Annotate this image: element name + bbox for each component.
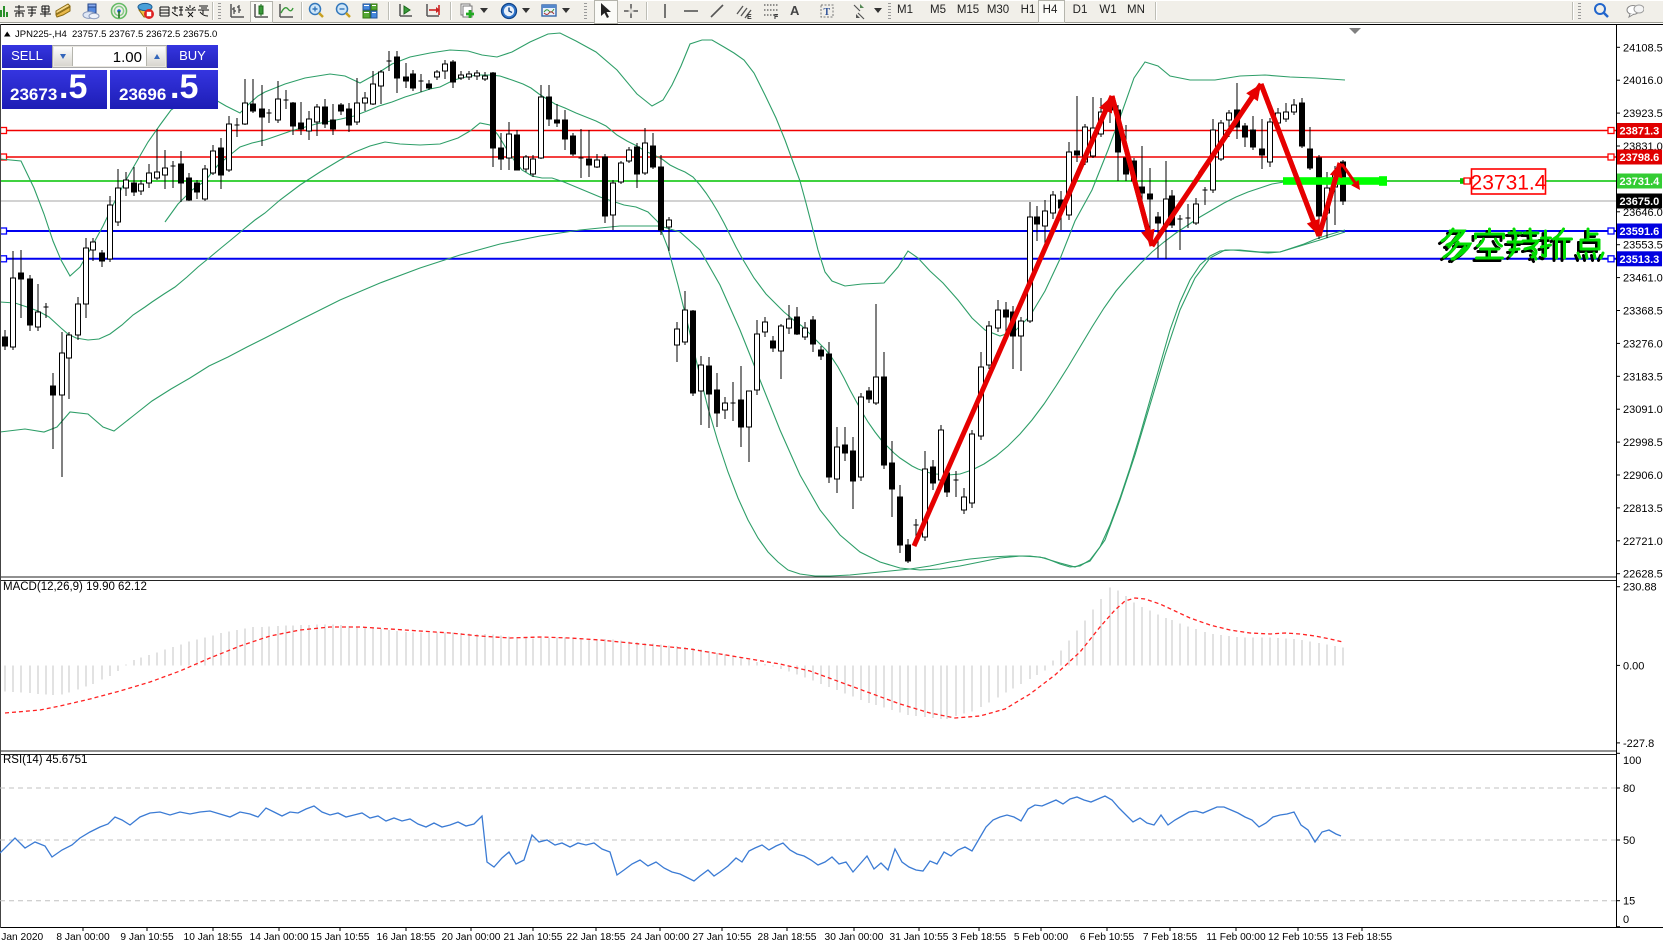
svg-text:23513.3: 23513.3 <box>1620 254 1660 266</box>
svg-text:22721.0: 22721.0 <box>1623 536 1663 548</box>
svg-text:30 Jan 00:00: 30 Jan 00:00 <box>825 932 884 943</box>
svg-text:100: 100 <box>1623 755 1641 767</box>
svg-text:27 Jan 10:55: 27 Jan 10:55 <box>693 932 752 943</box>
svg-text:0.00: 0.00 <box>1623 660 1644 672</box>
svg-text:24108.5: 24108.5 <box>1623 42 1663 54</box>
svg-text:28 Jan 18:55: 28 Jan 18:55 <box>758 932 817 943</box>
svg-text:8 Jan 00:00: 8 Jan 00:00 <box>56 932 110 943</box>
svg-text:9 Jan 10:55: 9 Jan 10:55 <box>120 932 174 943</box>
svg-text:23731.4: 23731.4 <box>1620 176 1661 188</box>
svg-text:JPN225-,H4 23757.5 23767.5 23: JPN225-,H4 23757.5 23767.5 23672.5 23675… <box>15 29 217 40</box>
svg-text:0: 0 <box>1623 914 1629 926</box>
svg-text:20 Jan 00:00: 20 Jan 00:00 <box>442 932 501 943</box>
svg-text:23368.5: 23368.5 <box>1623 306 1663 318</box>
svg-text:23183.5: 23183.5 <box>1623 371 1663 383</box>
svg-text:23646.0: 23646.0 <box>1623 207 1663 219</box>
svg-text:11 Feb 00:00: 11 Feb 00:00 <box>1206 932 1266 943</box>
svg-text:10 Jan 18:55: 10 Jan 18:55 <box>184 932 243 943</box>
svg-text:12 Feb 10:55: 12 Feb 10:55 <box>1268 932 1328 943</box>
svg-text:23871.3: 23871.3 <box>1620 126 1660 138</box>
svg-text:E: E <box>747 14 752 20</box>
svg-text:31 Jan 10:55: 31 Jan 10:55 <box>890 932 949 943</box>
svg-text:22813.5: 22813.5 <box>1623 503 1663 515</box>
svg-text:T: T <box>824 7 831 18</box>
svg-text:80: 80 <box>1623 783 1635 795</box>
svg-text:22998.5: 22998.5 <box>1623 437 1663 449</box>
svg-text:50: 50 <box>1623 835 1635 847</box>
svg-text:22906.0: 22906.0 <box>1623 470 1663 482</box>
svg-text:22628.5: 22628.5 <box>1623 569 1663 581</box>
svg-text:22 Jan 18:55: 22 Jan 18:55 <box>567 932 626 943</box>
svg-text:23731.4: 23731.4 <box>1471 172 1547 195</box>
svg-text:5 Feb 00:00: 5 Feb 00:00 <box>1014 932 1069 943</box>
svg-text:23675.0: 23675.0 <box>1620 196 1660 208</box>
svg-text:14 Jan 00:00: 14 Jan 00:00 <box>250 932 309 943</box>
svg-text:23091.0: 23091.0 <box>1623 404 1663 416</box>
svg-text:RSI(14) 45.6751: RSI(14) 45.6751 <box>3 754 87 766</box>
svg-text:-227.8: -227.8 <box>1623 738 1654 750</box>
svg-text:15 Jan 10:55: 15 Jan 10:55 <box>311 932 370 943</box>
svg-text:6 Jan 2020: 6 Jan 2020 <box>0 932 44 943</box>
svg-text:21 Jan 10:55: 21 Jan 10:55 <box>504 932 563 943</box>
svg-text:F: F <box>774 14 779 20</box>
svg-text:MACD(12,26,9) 19.90 62.12: MACD(12,26,9) 19.90 62.12 <box>3 581 147 593</box>
svg-text:3 Feb 18:55: 3 Feb 18:55 <box>952 932 1007 943</box>
svg-text:23553.5: 23553.5 <box>1623 240 1663 252</box>
svg-text:7 Feb 18:55: 7 Feb 18:55 <box>1143 932 1198 943</box>
svg-text:23276.0: 23276.0 <box>1623 338 1663 350</box>
svg-text:230.88: 230.88 <box>1623 582 1657 594</box>
svg-text:16 Jan 18:55: 16 Jan 18:55 <box>377 932 436 943</box>
svg-text:24 Jan 00:00: 24 Jan 00:00 <box>631 932 690 943</box>
svg-text:15: 15 <box>1623 896 1635 908</box>
svg-text:13 Feb 18:55: 13 Feb 18:55 <box>1332 932 1392 943</box>
svg-text:6 Feb 10:55: 6 Feb 10:55 <box>1080 932 1135 943</box>
svg-text:23461.0: 23461.0 <box>1623 273 1663 285</box>
svg-text:23798.6: 23798.6 <box>1620 152 1660 164</box>
svg-text:24016.0: 24016.0 <box>1623 75 1663 87</box>
svg-text:23923.5: 23923.5 <box>1623 108 1663 120</box>
svg-text:23591.6: 23591.6 <box>1620 226 1660 238</box>
